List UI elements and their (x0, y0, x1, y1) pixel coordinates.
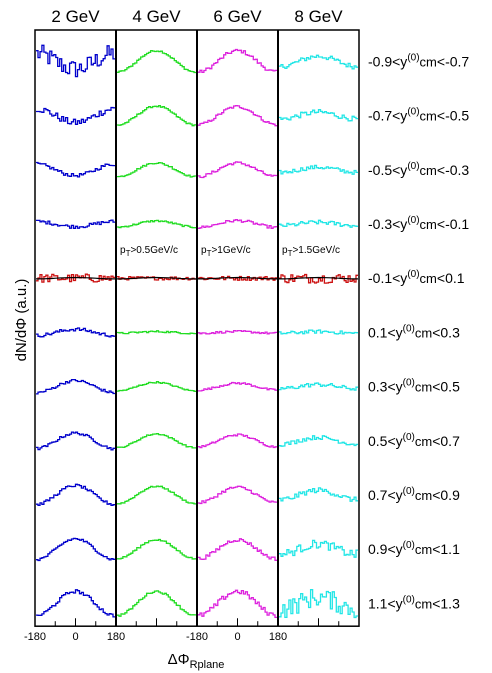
histogram-r9-c2 (117, 485, 196, 505)
histogram-r11-c4 (279, 589, 358, 619)
histogram-r9-c4 (279, 487, 358, 502)
histogram-r6-c2 (117, 330, 196, 335)
histogram-r8-c4 (279, 435, 358, 447)
row-label-7: 0.3<y(0)cm<0.5 (368, 378, 460, 395)
histogram-r2-c1 (36, 106, 115, 125)
x-tick-label-4: -180 (186, 631, 208, 643)
pt-cut-labels: pT>0.5GeV/c pT>1GeV/c pT>1.5GeV/c (120, 245, 340, 258)
histogram-r11-c2 (117, 590, 196, 617)
histogram-r8-c1 (36, 431, 115, 451)
y-axis-label: dN/dΦ (a.u.) (13, 279, 30, 362)
histogram-r8-c2 (117, 433, 196, 449)
fit-curve-c3 (198, 276, 277, 280)
x-tick-label-6: 180 (269, 631, 287, 643)
histogram-r5-c4 (279, 273, 358, 284)
histogram-r11-c3 (198, 589, 277, 619)
row-label-6: 0.1<y(0)cm<0.3 (368, 323, 460, 340)
histogram-r10-c3 (198, 538, 277, 561)
histogram-r3-c1 (36, 161, 115, 178)
column-label-2: 4 GeV (132, 7, 181, 26)
row-label-9: 0.7<y(0)cm<0.9 (368, 486, 460, 503)
histogram-r6-c4 (279, 329, 358, 335)
histogram-r4-c1 (36, 219, 115, 229)
row-label-1: -0.9<y(0)cm<-0.7 (368, 52, 469, 69)
histogram-r3-c2 (117, 162, 196, 178)
histogram-r7-c2 (117, 381, 196, 392)
histogram-r11-c1 (36, 589, 115, 618)
histogram-r3-c4 (279, 164, 358, 175)
pt-cut-label-1: pT>0.5GeV/c (120, 245, 178, 258)
histogram-r10-c1 (36, 537, 115, 562)
histogram-r2-c3 (198, 105, 277, 127)
histogram-r3-c3 (198, 161, 277, 179)
histogram-r1-c4 (279, 54, 358, 70)
histogram-r8-c3 (198, 433, 277, 449)
row-label-10: 0.9<y(0)cm<1.1 (368, 540, 460, 557)
histogram-r4-c4 (279, 219, 358, 228)
fit-curve-c2 (117, 276, 196, 280)
row-label-3: -0.5<y(0)cm<-0.3 (368, 161, 469, 178)
row-label-4: -0.3<y(0)cm<-0.1 (368, 215, 469, 232)
histogram-r4-c2 (117, 219, 196, 229)
panel-group (34, 29, 360, 627)
histogram-r2-c4 (279, 109, 358, 122)
row-labels: -0.9<y(0)cm<-0.7 -0.7<y(0)cm<-0.5 -0.5<y(0… (368, 52, 469, 611)
x-tick-label-5: 0 (234, 631, 240, 643)
histogram-r5-c2 (117, 275, 196, 281)
column-labels: 2 GeV 4 GeV 6 GeV 8 GeV (51, 7, 343, 26)
histogram-r5-c3 (198, 275, 277, 281)
histogram-r6-c1 (36, 327, 115, 338)
histogram-r9-c1 (36, 483, 115, 506)
histogram-r1-c3 (198, 48, 277, 74)
x-tick-label-1: -180 (24, 631, 46, 643)
row-label-8: 0.5<y(0)cm<0.7 (368, 432, 460, 449)
column-label-1: 2 GeV (51, 7, 100, 26)
histogram-r7-c3 (198, 381, 277, 392)
x-tick-label-2: 0 (72, 631, 78, 643)
x-axis-label: ΔΦRplane (168, 651, 225, 671)
row-label-11: 1.1<y(0)cm<1.3 (368, 594, 460, 611)
row-label-5: -0.1<y(0)cm<0.1 (368, 269, 465, 286)
histogram-r7-c4 (279, 382, 358, 391)
pt-cut-label-2: pT>1GeV/c (201, 245, 251, 258)
fit-curve-c1 (36, 276, 115, 280)
histogram-r7-c1 (36, 378, 115, 395)
histogram-r4-c3 (198, 219, 277, 229)
row-label-2: -0.7<y(0)cm<-0.5 (368, 107, 469, 124)
column-label-3: 6 GeV (213, 7, 262, 26)
pt-cut-label-3: pT>1.5GeV/c (282, 245, 340, 258)
histogram-r2-c2 (117, 105, 196, 127)
x-tick-label-3: 180 (107, 631, 125, 643)
histogram-r6-c3 (198, 329, 277, 335)
histogram-r1-c2 (117, 50, 196, 74)
column-label-4: 8 GeV (294, 7, 343, 26)
histogram-r1-c1 (36, 44, 115, 78)
histogram-r10-c2 (117, 538, 196, 560)
fit-curve-c4 (279, 276, 358, 280)
histogram-r9-c3 (198, 485, 277, 505)
histogram-r10-c4 (279, 539, 358, 558)
x-axis-ticks: -180 0 180 -180 0 180 (24, 618, 360, 643)
